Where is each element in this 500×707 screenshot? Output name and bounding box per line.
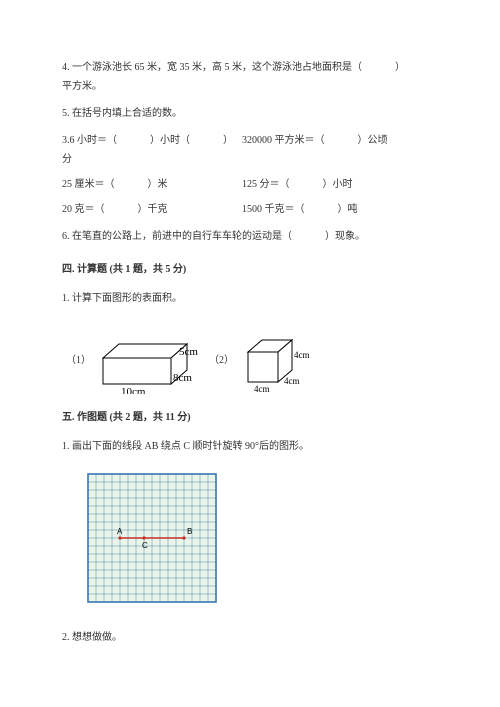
q5-r1b: ）小时（ <box>150 135 190 146</box>
question-6: 6. 在笔直的公路上，前进中的自行车车轮的运动是（ ）现象。 <box>62 227 438 246</box>
fig2-label: （2） <box>209 351 234 370</box>
grid-figure: A B C <box>84 470 220 606</box>
cube-figure: 4cm 4cm 4cm <box>238 326 314 394</box>
q5-lead: 5. 在括号内填上合适的数。 <box>62 104 438 123</box>
q6-a: 6. 在笔直的公路上，前进中的自行车车轮的运动是（ <box>62 231 292 242</box>
section-4-head: 四. 计算题 (共 1 题，共 5 分) <box>62 260 438 279</box>
q5-r2b: ）米 <box>148 179 168 190</box>
svg-text:4cm: 4cm <box>294 350 310 360</box>
cuboid-figure: 5cm 8cm 10cm <box>95 326 205 394</box>
q5-r1r-b: ）公顷 <box>358 135 388 146</box>
q5-r1r-a: 320000 平方米＝（ <box>242 135 325 146</box>
svg-text:C: C <box>142 541 148 550</box>
sec5-q1: 1. 画出下面的线段 AB 绕点 C 顺时针旋转 90°后的图形。 <box>62 437 438 456</box>
q5-r3a: 20 克＝（ <box>62 204 105 215</box>
svg-text:8cm: 8cm <box>173 372 192 384</box>
q5-r2a: 25 厘米＝（ <box>62 179 115 190</box>
q5-r3r-b: ）吨 <box>338 204 358 215</box>
svg-text:4cm: 4cm <box>284 376 300 386</box>
sec5-q2: 2. 想想做做。 <box>62 628 438 647</box>
q6-b: ）现象。 <box>325 231 365 242</box>
grid-figure-wrap: A B C <box>84 470 438 606</box>
svg-text:A: A <box>117 527 123 536</box>
section-5-head: 五. 作图题 (共 2 题，共 11 分) <box>62 408 438 427</box>
svg-text:5cm: 5cm <box>179 346 198 358</box>
q5-r3r-a: 1500 千克＝（ <box>242 204 305 215</box>
q5-r2r-b: ）小时 <box>323 179 353 190</box>
svg-text:4cm: 4cm <box>254 384 270 394</box>
fig1-label: （1） <box>66 351 91 370</box>
question-5: 5. 在括号内填上合适的数。 3.6 小时＝（ ）小时（ ）分 320000 平… <box>62 104 438 219</box>
q5-r2r-a: 125 分＝（ <box>242 179 290 190</box>
svg-text:10cm: 10cm <box>121 386 146 394</box>
question-4: 4. 一个游泳池长 65 米，宽 35 米，高 5 米，这个游泳池占地面积是（ … <box>62 58 438 96</box>
figures-row: （1） 5cm 8cm 10cm （2） 4cm 4cm 4cm <box>62 326 438 394</box>
q4-text-b: ） <box>395 62 405 73</box>
q5-r3b: ）千克 <box>138 204 168 215</box>
sec4-q1: 1. 计算下面图形的表面积。 <box>62 289 438 308</box>
svg-text:B: B <box>187 527 192 536</box>
q4-text-a: 4. 一个游泳池长 65 米，宽 35 米，高 5 米，这个游泳池占地面积是（ <box>62 62 362 73</box>
q5-r1a: 3.6 小时＝（ <box>62 135 117 146</box>
q4-text-c: 平方米。 <box>62 81 102 92</box>
